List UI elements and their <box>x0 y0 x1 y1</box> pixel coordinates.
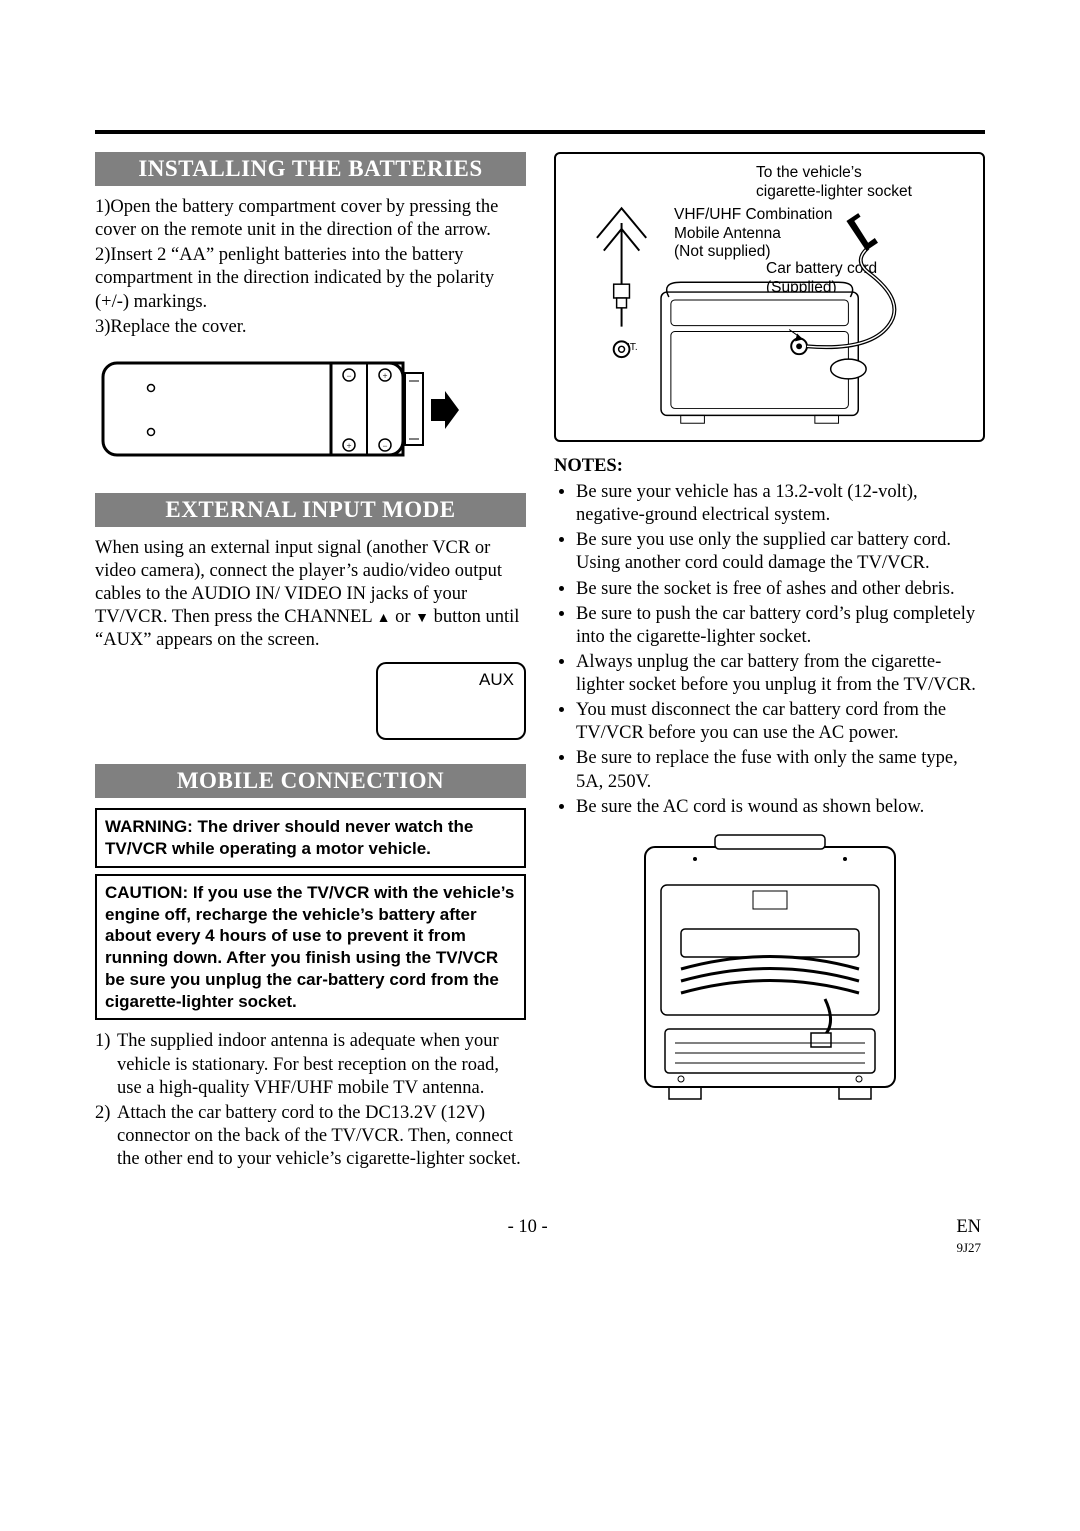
list-item: Be sure to replace the fuse with only th… <box>576 747 985 793</box>
list-item: Be sure the socket is free of ashes and … <box>576 578 985 601</box>
page-footer: - 10 - EN 9J27 <box>95 1217 985 1256</box>
page: INSTALLING THE BATTERIES 1)Open the batt… <box>0 0 1080 1296</box>
list-item: 1)The supplied indoor antenna is adequat… <box>95 1030 526 1099</box>
list-item: Be sure the AC cord is wound as shown be… <box>576 796 985 819</box>
list-item: Be sure you use only the supplied car ba… <box>576 529 985 575</box>
footer-code: 9J27 <box>956 1240 981 1256</box>
vehicle-diagram: To the vehicle’s cigarette-lighter socke… <box>554 152 985 442</box>
list-item: Be sure to push the car battery cord’s p… <box>576 603 985 649</box>
right-column: To the vehicle’s cigarette-lighter socke… <box>554 152 985 1187</box>
top-rule <box>95 130 985 134</box>
notes-heading: NOTES: <box>554 456 985 477</box>
section-title-external: EXTERNAL INPUT MODE <box>95 493 526 527</box>
list-item: 2)Insert 2 “AA” penlight batteries into … <box>95 244 526 313</box>
aux-label: AUX <box>479 670 514 690</box>
list-item: 3)Replace the cover. <box>95 316 526 339</box>
notes-list: Be sure your vehicle has a 13.2-volt (12… <box>554 481 985 819</box>
list-item: Always unplug the car battery from the c… <box>576 651 985 697</box>
cord-wound-svg <box>625 829 915 1109</box>
external-body: When using an external input signal (ano… <box>95 537 526 653</box>
remote-figure: − + + − <box>101 355 461 465</box>
svg-text:−: − <box>346 371 351 381</box>
aux-screen: AUX <box>376 662 526 740</box>
svg-text:−: − <box>382 441 387 451</box>
caution-box: CAUTION: If you use the TV/VCR with the … <box>95 874 526 1021</box>
two-columns: INSTALLING THE BATTERIES 1)Open the batt… <box>95 152 985 1187</box>
list-item: 1)Open the battery compartment cover by … <box>95 196 526 242</box>
cord-wound-figure <box>625 829 915 1109</box>
page-number: - 10 - <box>508 1217 548 1238</box>
svg-text:+: + <box>346 441 351 451</box>
vehicle-svg <box>556 154 983 440</box>
list-item: You must disconnect the car battery cord… <box>576 699 985 745</box>
remote-svg: − + + − <box>101 355 461 465</box>
section-title-mobile: MOBILE CONNECTION <box>95 764 526 798</box>
left-column: INSTALLING THE BATTERIES 1)Open the batt… <box>95 152 526 1187</box>
warning-box: WARNING: The driver should never watch t… <box>95 808 526 868</box>
footer-lang: EN <box>956 1217 981 1237</box>
section-title-batteries: INSTALLING THE BATTERIES <box>95 152 526 186</box>
list-item: 2)Attach the car battery cord to the DC1… <box>95 1102 526 1171</box>
list-item: Be sure your vehicle has a 13.2-volt (12… <box>576 481 985 527</box>
triangle-down-icon <box>415 607 429 627</box>
triangle-up-icon <box>377 607 391 627</box>
battery-steps: 1)Open the battery compartment cover by … <box>95 196 526 339</box>
mobile-steps: 1)The supplied indoor antenna is adequat… <box>95 1030 526 1171</box>
svg-text:+: + <box>382 371 387 381</box>
